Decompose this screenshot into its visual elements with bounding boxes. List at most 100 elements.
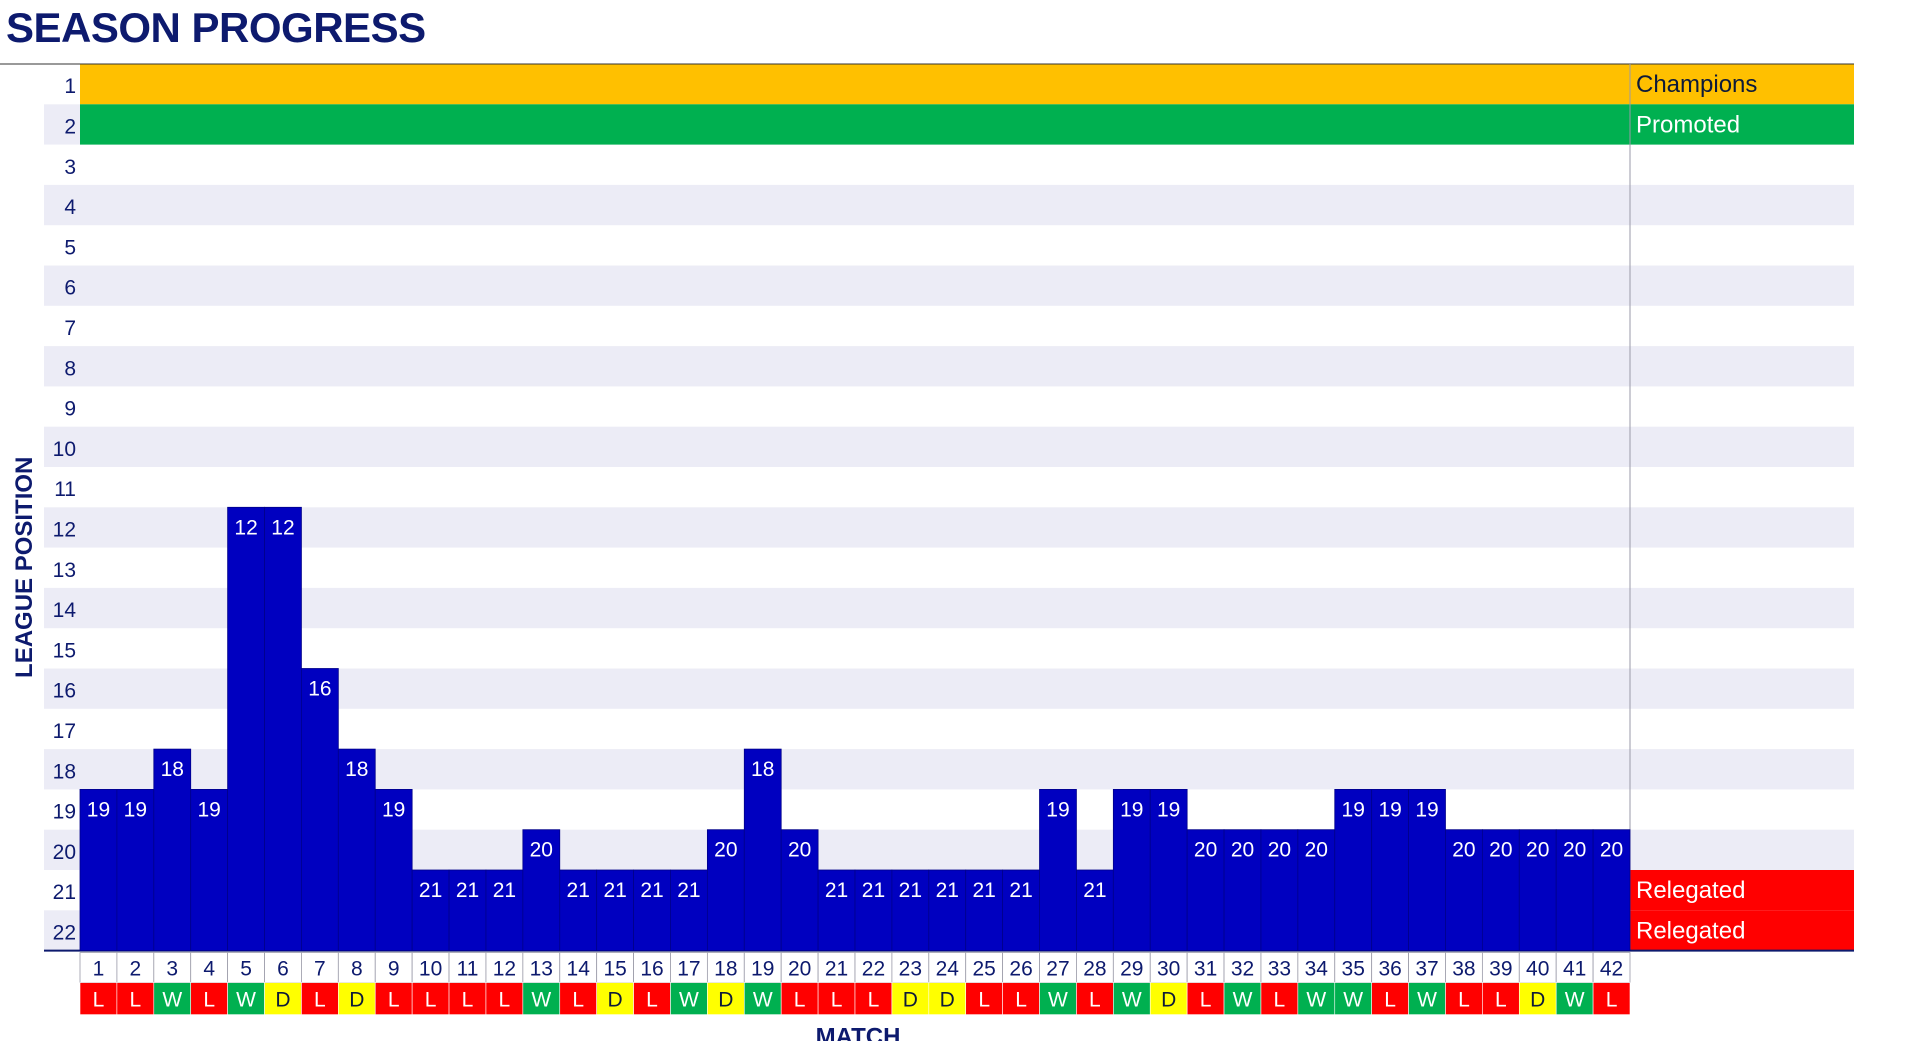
x-tick-label: 10 — [419, 958, 442, 981]
result-cell — [743, 982, 782, 1015]
result-cell — [79, 982, 118, 1015]
x-tick-label: 1 — [93, 958, 105, 981]
result-label: D — [1530, 989, 1545, 1012]
result-label: W — [1417, 989, 1437, 1012]
y-tick-label: 19 — [53, 801, 76, 824]
bar — [153, 748, 192, 951]
bar-value-label: 21 — [419, 879, 442, 902]
y-tick-label: 10 — [53, 438, 76, 461]
result-cell — [1334, 982, 1372, 1015]
match-number-cell — [780, 952, 819, 983]
bar — [891, 869, 930, 951]
y-tick-label: 7 — [64, 317, 76, 340]
result-label: W — [236, 989, 256, 1012]
bar-value-label: 20 — [714, 839, 737, 862]
row-stripe — [44, 668, 1854, 709]
bar-value-label: 19 — [1046, 798, 1069, 821]
result-cell — [1076, 982, 1114, 1015]
y-tick-label: 21 — [53, 881, 76, 904]
result-label: L — [646, 989, 658, 1012]
zone-band — [80, 64, 1854, 105]
bar — [301, 668, 339, 952]
y-axis-label: LEAGUE POSITION — [11, 457, 38, 678]
x-tick-label: 13 — [530, 958, 553, 981]
result-label: D — [903, 989, 918, 1012]
bar — [743, 748, 782, 951]
result-label: L — [794, 989, 806, 1012]
bar — [1149, 789, 1188, 952]
x-tick-label: 29 — [1120, 958, 1143, 981]
result-cell — [633, 982, 671, 1015]
x-tick-label: 3 — [166, 958, 178, 981]
bar — [1334, 789, 1373, 952]
bar — [633, 869, 671, 951]
bar-value-label: 12 — [234, 516, 257, 539]
result-label: L — [93, 989, 105, 1012]
bar — [1260, 829, 1299, 952]
result-cell — [1186, 982, 1225, 1015]
x-tick-label: 32 — [1231, 958, 1254, 981]
bar-value-label: 19 — [87, 798, 110, 821]
result-label: W — [1343, 989, 1363, 1012]
bar — [1592, 829, 1631, 952]
result-label: L — [462, 989, 474, 1012]
x-tick-label: 11 — [457, 958, 479, 981]
bar-value-label: 19 — [1342, 798, 1365, 821]
result-cell — [965, 982, 1003, 1015]
y-tick-label: 17 — [53, 720, 76, 743]
result-label: D — [940, 989, 955, 1012]
result-label: L — [572, 989, 584, 1012]
result-label: W — [1233, 989, 1253, 1012]
bar-value-label: 20 — [1452, 839, 1475, 862]
bar-value-label: 20 — [1268, 839, 1291, 862]
result-cell — [1555, 982, 1594, 1015]
result-label: L — [831, 989, 843, 1012]
result-label: W — [1048, 989, 1068, 1012]
x-tick-label: 14 — [567, 958, 591, 981]
result-cell — [411, 982, 450, 1015]
result-cell — [559, 982, 597, 1015]
result-label: L — [314, 989, 326, 1012]
result-label: L — [203, 989, 215, 1012]
x-tick-label: 39 — [1489, 958, 1512, 981]
bar — [264, 506, 302, 951]
result-cell — [780, 982, 819, 1015]
result-label: L — [1606, 989, 1618, 1012]
bar — [227, 506, 265, 951]
x-tick-label: 25 — [972, 958, 995, 981]
result-label: D — [608, 989, 623, 1012]
bar-value-label: 18 — [161, 758, 184, 781]
bar-value-label: 19 — [1157, 798, 1180, 821]
result-cell — [891, 982, 930, 1015]
result-label: L — [978, 989, 990, 1012]
x-tick-label: 4 — [203, 958, 215, 981]
row-stripe — [44, 426, 1854, 467]
match-number-cell — [1445, 952, 1483, 983]
match-number-cell — [817, 952, 856, 983]
result-cell — [1149, 982, 1188, 1015]
bar-value-label: 20 — [1526, 839, 1549, 862]
y-tick-label: 2 — [64, 115, 76, 138]
y-tick-label: 16 — [53, 680, 76, 703]
result-label: W — [1122, 989, 1142, 1012]
y-tick-label: 5 — [64, 236, 76, 259]
bar — [1223, 829, 1262, 952]
x-tick-label: 36 — [1378, 958, 1401, 981]
bar-value-label: 21 — [1083, 879, 1106, 902]
y-tick-label: 1 — [64, 75, 76, 98]
result-label: L — [388, 989, 400, 1012]
result-cell — [1297, 982, 1336, 1015]
match-number-cell — [891, 952, 930, 983]
bar — [190, 789, 229, 952]
row-stripe — [44, 587, 1854, 629]
bar — [965, 869, 1004, 951]
result-label: L — [868, 989, 880, 1012]
x-tick-label: 27 — [1046, 958, 1069, 981]
bar-value-label: 19 — [382, 798, 405, 821]
result-label: L — [1384, 989, 1396, 1012]
match-number-cell — [928, 952, 967, 983]
result-cell — [1223, 982, 1262, 1015]
bar-value-label: 21 — [936, 879, 959, 902]
y-tick-label: 20 — [53, 841, 76, 864]
